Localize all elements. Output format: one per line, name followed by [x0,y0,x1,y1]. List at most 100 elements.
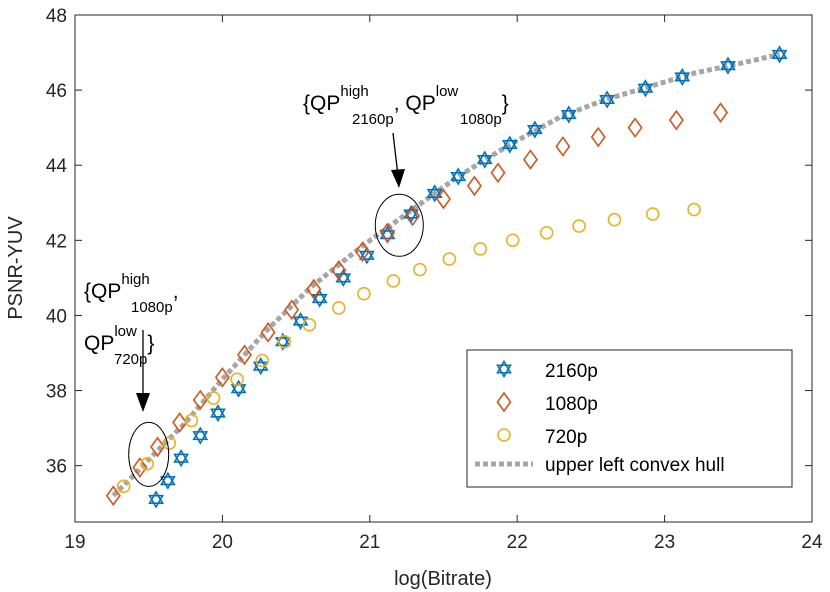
anno2-qp-low: QP [84,332,114,355]
anno1-arrow-head [391,169,405,188]
point-2160p-1 [159,471,176,490]
point-2160p-15 [450,167,467,186]
point-1080p-20 [627,117,643,139]
anno2-qp: {QP [84,280,121,303]
point-720p-19 [646,207,660,221]
point-720p-3 [184,413,199,428]
legend-symbol-1080p [496,391,512,413]
x-tick-label-22: 22 [507,532,528,553]
legend-marker-2160p [496,359,512,379]
point-1080p-2 [150,436,166,458]
point-1080p-18 [555,136,571,157]
point-2160p-11 [358,246,375,265]
point-2160p-14 [426,184,443,203]
x-tick-label-20: 20 [212,532,233,553]
point-2160p-3 [192,426,209,445]
point-720p-18 [607,212,622,227]
y-tick-label-46: 46 [46,81,67,102]
point-1080p-17 [522,149,538,170]
point-720p-0 [116,479,131,494]
y-tick-label-36: 36 [46,457,67,478]
anno1-sup-low: low [436,83,459,100]
point-1080p-16 [490,162,506,184]
y-tick-label-48: 48 [46,6,67,27]
point-1080p-6 [237,344,252,366]
point-2160p-9 [311,289,328,308]
anno2-sub-1080p: 1080p [131,299,173,316]
legend-box [466,349,793,488]
point-1080p-13 [405,205,421,227]
ticks-layer: 19 20 21 22 23 24 36 38 40 42 44 46 48 [46,6,823,553]
y-axis-label: PSNR-YUV [5,216,27,320]
point-2160p-0 [148,490,164,509]
anno1-arrow-shaft [392,132,399,177]
anno2-sup-low: low [114,323,137,340]
point-1080p-22 [713,102,729,124]
markers-layer [105,45,788,509]
point-1080p-14 [436,188,451,210]
point-1080p-3 [172,412,188,433]
point-2160p-16 [476,150,493,169]
y-tick-label-40: 40 [46,306,67,327]
annotation-1080p-720p: {QPhigh 1080p, QPlow 720p} [84,271,179,487]
point-2160p-24 [771,45,788,64]
point-1080p-4 [192,389,208,411]
point-720p-1 [140,456,155,471]
point-720p-20 [687,202,701,217]
point-1080p-9 [306,278,322,300]
point-2160p-22 [674,67,691,87]
anno1-sup-high: high [340,83,368,100]
point-2160p-23 [720,56,736,75]
point-2160p-20 [599,90,615,109]
point-2160p-21 [637,79,654,98]
x-tick-label-24: 24 [801,532,823,553]
legend-marker-720p [497,428,511,442]
point-720p-12 [413,262,427,277]
point-1080p-8 [284,299,300,321]
x-tick-label-23: 23 [654,532,675,553]
point-720p-5 [230,372,244,387]
point-720p-2 [162,436,177,450]
point-2160p-19 [560,105,577,124]
legend-label-1080p: 1080p [545,394,598,415]
anno1-sub-1080p: 1080p [460,111,502,128]
point-720p-15 [505,233,520,248]
point-1080p-5 [214,367,230,388]
point-720p-14 [473,242,488,256]
point-720p-16 [539,226,554,240]
point-1080p-19 [590,126,606,148]
legend-label-2160p: 2160p [545,361,598,382]
point-1080p-11 [354,241,370,262]
point-2160p-2 [173,449,190,468]
point-2160p-7 [274,332,291,351]
legend-symbol-720p [497,428,511,442]
point-720p-17 [572,219,586,233]
legend-label-hull: upper left convex hull [545,455,725,476]
anno1-ellipse [374,193,424,257]
y-tick-label-44: 44 [46,156,68,177]
anno1-sub-2160p: 2160p [352,111,394,128]
x-axis-label: log(Bitrate) [394,568,492,590]
anno2-arrow-head [136,393,150,412]
legend-label-720p: 720p [545,427,587,448]
point-720p-7 [277,334,292,349]
anno1-qp: {QP [303,92,340,115]
anno2-close: } [147,332,154,355]
point-1080p-7 [260,321,276,343]
point-1080p-12 [380,222,395,244]
anno1-qp2: , QP [394,92,436,115]
legend-marker-1080p [496,391,512,413]
annotation-2160p-1080p: {QPhigh 2160p, QPlow1080p} [303,83,509,257]
point-720p-10 [357,286,371,301]
point-720p-8 [302,318,317,332]
y-tick-label-38: 38 [46,382,67,403]
anno1-close: } [502,92,509,115]
point-2160p-4 [210,403,226,423]
point-2160p-18 [527,120,543,139]
point-720p-13 [442,252,457,266]
point-1080p-15 [466,175,482,197]
